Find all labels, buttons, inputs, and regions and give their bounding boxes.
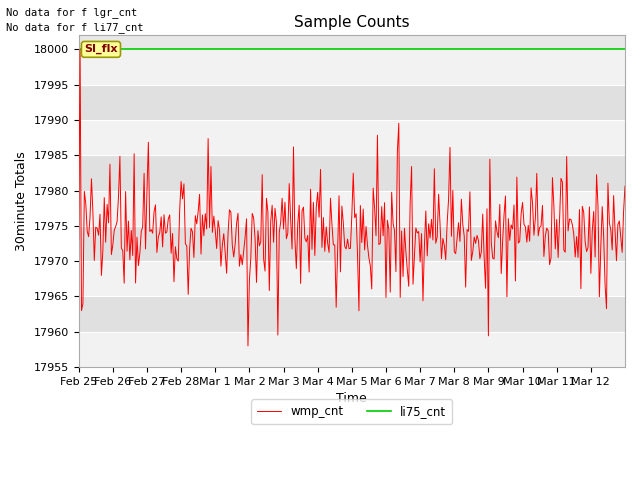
Title: Sample Counts: Sample Counts xyxy=(294,15,410,30)
X-axis label: Time: Time xyxy=(337,392,367,405)
wmp_cnt xyxy=(367,263,374,269)
Bar xyxy=(79,156,625,191)
Bar xyxy=(79,191,625,226)
li75_cnt xyxy=(454,47,462,52)
li75_cnt xyxy=(88,47,95,52)
wmp_cnt xyxy=(458,196,465,202)
li75_cnt xyxy=(300,47,307,52)
Bar xyxy=(79,85,625,120)
wmp_cnt xyxy=(75,237,83,243)
wmp_cnt xyxy=(303,239,310,245)
li75_cnt xyxy=(364,47,371,52)
wmp_cnt xyxy=(76,47,84,52)
li75_cnt xyxy=(75,47,83,52)
Text: SI_flx: SI_flx xyxy=(84,44,118,55)
wmp_cnt xyxy=(621,183,629,189)
Bar xyxy=(79,332,625,367)
Text: No data for f li77_cnt: No data for f li77_cnt xyxy=(6,22,144,33)
li75_cnt xyxy=(438,47,445,52)
li75_cnt xyxy=(123,47,131,52)
Bar xyxy=(79,226,625,261)
Line: wmp_cnt: wmp_cnt xyxy=(79,49,625,346)
wmp_cnt xyxy=(244,343,252,349)
Text: No data for f lgr_cnt: No data for f lgr_cnt xyxy=(6,7,138,18)
Bar xyxy=(79,49,625,85)
Y-axis label: 30minute Totals: 30minute Totals xyxy=(15,151,28,251)
Legend: wmp_cnt, li75_cnt: wmp_cnt, li75_cnt xyxy=(252,399,452,424)
wmp_cnt xyxy=(89,209,97,215)
li75_cnt xyxy=(621,47,629,52)
wmp_cnt xyxy=(125,218,132,224)
wmp_cnt xyxy=(440,242,448,248)
Bar xyxy=(79,261,625,297)
Bar xyxy=(79,297,625,332)
Bar xyxy=(79,120,625,156)
